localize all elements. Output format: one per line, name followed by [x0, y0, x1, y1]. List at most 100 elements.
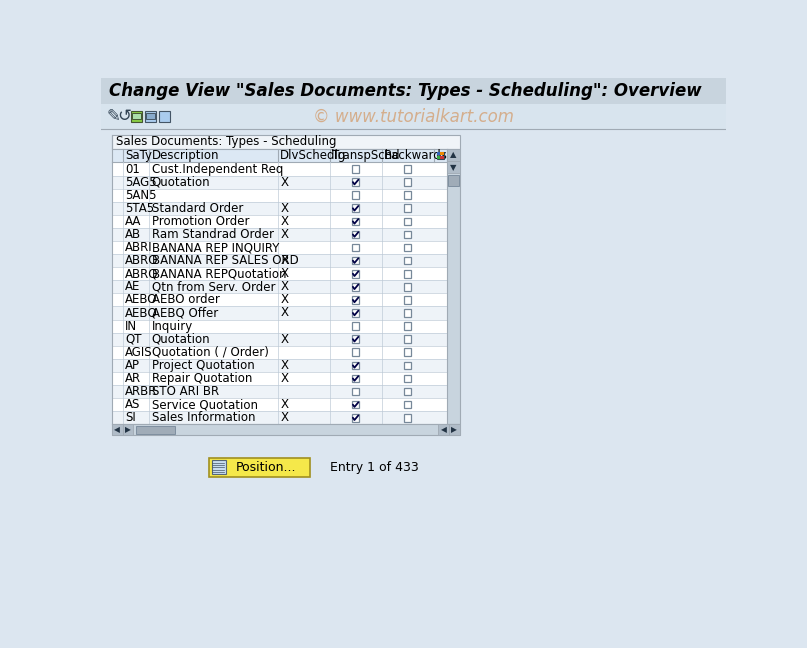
Text: 5TA5: 5TA5 [125, 202, 154, 214]
Bar [111, 241, 447, 254]
Bar [404, 414, 412, 422]
Text: Change View "Sales Documents: Types - Scheduling": Overview: Change View "Sales Documents: Types - Sc… [109, 82, 701, 100]
Text: X: X [281, 307, 289, 319]
Text: 01: 01 [125, 163, 140, 176]
Text: Qtn from Serv. Order: Qtn from Serv. Order [152, 281, 275, 294]
Text: X: X [281, 254, 289, 267]
Bar [441, 152, 444, 155]
Bar [352, 335, 359, 343]
Text: X: X [281, 411, 289, 424]
Text: X: X [281, 398, 289, 411]
Bar [111, 424, 123, 435]
Text: ABRI: ABRI [125, 241, 153, 254]
Bar [123, 424, 133, 435]
Text: X: X [281, 281, 289, 294]
Text: X: X [281, 202, 289, 214]
Text: X: X [281, 228, 289, 241]
Bar [111, 254, 447, 267]
Text: Service Quotation: Service Quotation [152, 398, 257, 411]
Bar [404, 375, 412, 382]
Bar [404, 322, 412, 330]
Text: ABRO: ABRO [125, 254, 158, 267]
Text: ✎: ✎ [107, 108, 120, 125]
Bar [404, 388, 412, 395]
Text: Position...: Position... [236, 461, 296, 474]
Bar [352, 322, 359, 330]
Bar [404, 349, 412, 356]
Text: Project Quotation: Project Quotation [152, 359, 254, 372]
Text: 5AG5: 5AG5 [125, 176, 157, 189]
Bar [404, 244, 412, 251]
Text: Quotation ( / Order): Quotation ( / Order) [152, 346, 269, 359]
Text: AEBO order: AEBO order [152, 294, 220, 307]
Text: DlvSchedlg: DlvSchedlg [280, 149, 346, 162]
Text: Backwards: Backwards [384, 149, 448, 162]
Text: ◀: ◀ [115, 425, 120, 434]
Bar [352, 400, 359, 408]
Bar [404, 257, 412, 264]
Bar [101, 104, 726, 128]
Text: QT: QT [125, 332, 141, 345]
Bar [111, 176, 447, 189]
Text: © www.tutorialkart.com: © www.tutorialkart.com [313, 108, 514, 125]
Bar [404, 296, 412, 304]
Bar [352, 218, 359, 226]
Bar [447, 148, 460, 161]
Text: Inquiry: Inquiry [152, 319, 193, 332]
Bar [352, 296, 359, 304]
Bar [111, 332, 447, 346]
Text: X: X [281, 332, 289, 345]
Bar [111, 267, 447, 281]
Text: Sales Information: Sales Information [152, 411, 255, 424]
Text: X: X [281, 267, 289, 280]
Text: Quotation: Quotation [152, 176, 211, 189]
Bar [352, 244, 359, 251]
Bar [132, 113, 141, 119]
Text: X: X [281, 294, 289, 307]
Bar [352, 375, 359, 382]
Text: STO ARI BR: STO ARI BR [152, 385, 219, 398]
Bar [448, 175, 459, 185]
Text: BANANA REP SALES ORD: BANANA REP SALES ORD [152, 254, 299, 267]
Bar [404, 191, 412, 199]
Bar [437, 152, 440, 155]
Text: ◀: ◀ [441, 425, 446, 434]
Text: Repair Quotation: Repair Quotation [152, 372, 252, 385]
Bar [111, 424, 460, 435]
Bar [131, 111, 142, 122]
Bar [352, 283, 359, 291]
Bar [404, 270, 412, 277]
Bar [145, 111, 156, 122]
Text: X: X [281, 359, 289, 372]
Text: ▶: ▶ [125, 425, 131, 434]
Text: SI: SI [125, 411, 136, 424]
Bar [352, 204, 359, 212]
Bar [111, 135, 460, 148]
Text: AGIS: AGIS [125, 346, 153, 359]
Bar [352, 362, 359, 369]
Bar [404, 231, 412, 238]
Bar [404, 218, 412, 226]
Bar [146, 113, 155, 119]
Bar [352, 349, 359, 356]
Text: ▶: ▶ [451, 425, 458, 434]
Text: SaTy: SaTy [125, 149, 152, 162]
Bar [437, 156, 440, 159]
Bar [136, 426, 174, 434]
Bar [111, 411, 447, 424]
Bar [352, 178, 359, 186]
Text: IN: IN [125, 319, 137, 332]
Bar [211, 461, 226, 474]
Text: AR: AR [125, 372, 141, 385]
Bar [404, 400, 412, 408]
Bar [352, 388, 359, 395]
Text: TranspSchd: TranspSchd [332, 149, 399, 162]
Bar [447, 148, 460, 424]
Bar [101, 78, 726, 104]
Text: BANANA REP INQUIRY: BANANA REP INQUIRY [152, 241, 279, 254]
Bar [111, 307, 447, 319]
Bar [404, 178, 412, 186]
Bar [447, 161, 460, 173]
Bar [159, 111, 169, 122]
Text: ▲: ▲ [450, 150, 457, 159]
